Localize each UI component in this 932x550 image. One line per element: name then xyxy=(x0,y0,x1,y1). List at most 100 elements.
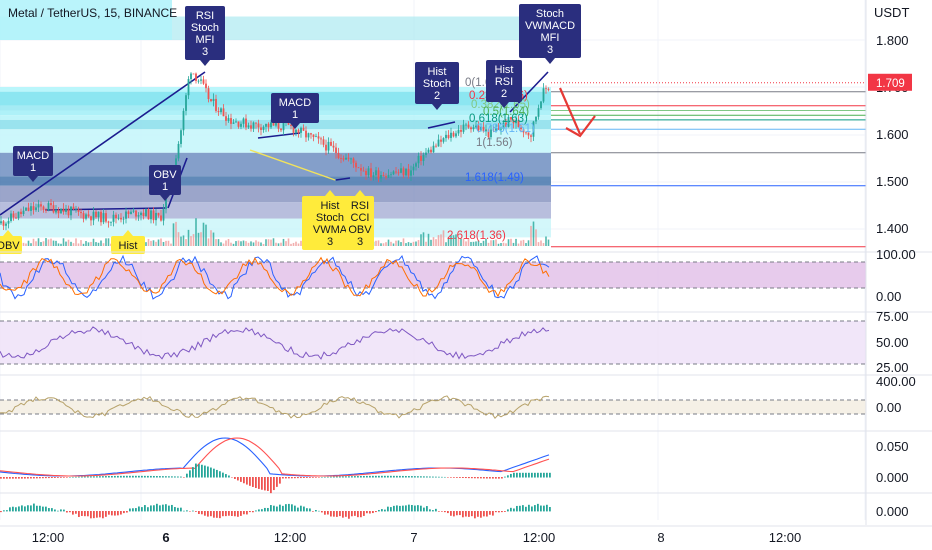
candle-body xyxy=(240,123,242,127)
histogram-bar xyxy=(525,506,527,512)
macd-histogram-bar xyxy=(153,475,155,478)
macd-histogram-bar xyxy=(432,476,434,478)
candle-body xyxy=(515,120,517,124)
candle-body xyxy=(332,145,335,148)
macd-histogram-bar xyxy=(222,472,224,478)
histogram-bar xyxy=(405,505,407,512)
candle-body xyxy=(75,209,77,211)
volume-bar xyxy=(425,241,427,246)
histogram-bar xyxy=(36,505,38,512)
sell-signal: OBV xyxy=(0,230,22,254)
histogram-bar xyxy=(483,511,485,517)
sell-signal-pointer xyxy=(123,230,133,236)
macd-histogram-bar xyxy=(93,476,95,478)
macd-histogram-bar xyxy=(306,477,308,478)
volume-bar xyxy=(217,239,220,246)
macd-histogram-bar xyxy=(39,477,41,479)
candle-body xyxy=(357,167,360,169)
histogram-bar xyxy=(72,511,74,515)
volume-bar xyxy=(47,239,50,246)
macd-histogram-bar xyxy=(276,477,278,487)
volume-bar xyxy=(275,242,277,246)
macd-histogram-bar xyxy=(78,476,80,478)
histogram-bar xyxy=(222,511,224,517)
volume-bar xyxy=(407,242,410,246)
volume-bar xyxy=(455,234,457,246)
histogram-bar xyxy=(375,511,377,513)
sell-signal-box xyxy=(302,196,358,250)
candle-body xyxy=(480,126,482,131)
volume-bar xyxy=(60,243,62,246)
candle-body xyxy=(55,209,57,213)
candle-body xyxy=(217,110,220,113)
volume-bar xyxy=(540,240,542,246)
buy-signal-pointer xyxy=(499,102,509,108)
histogram-bar xyxy=(381,509,383,512)
current-price-tag xyxy=(868,73,912,91)
histogram-bar xyxy=(480,511,482,518)
candle-body xyxy=(467,124,470,128)
macd-histogram-bar xyxy=(411,476,413,478)
histogram-bar xyxy=(192,510,194,512)
histogram-bar xyxy=(411,504,413,512)
histogram-bar xyxy=(297,507,299,512)
histogram-bar xyxy=(270,505,272,512)
sell-signal-pointer xyxy=(325,190,335,196)
candle-body xyxy=(45,209,47,211)
histogram-bar xyxy=(306,508,308,512)
macd-histogram-bar xyxy=(519,472,521,478)
candle-body xyxy=(482,126,485,132)
candle-body xyxy=(322,139,325,145)
macd-histogram-bar xyxy=(96,476,98,478)
volume-bar xyxy=(527,240,530,246)
buy-signal-text: MACD xyxy=(279,97,311,109)
volume-bar xyxy=(155,241,157,246)
volume-bar xyxy=(200,232,202,246)
volume-bar xyxy=(25,243,27,246)
histogram-bar xyxy=(144,505,146,512)
volume-bar xyxy=(22,242,25,246)
macd-histogram-bar xyxy=(549,472,551,478)
candle-body xyxy=(387,174,390,178)
candle-body xyxy=(7,220,10,224)
macd-histogram-bar xyxy=(138,475,140,478)
histogram-bar xyxy=(501,511,503,513)
volume-bar xyxy=(70,241,72,246)
macd-histogram-bar xyxy=(180,476,182,478)
histogram-bar xyxy=(540,505,542,512)
histogram-bar xyxy=(186,510,188,512)
rsi-line xyxy=(0,326,550,360)
macd-histogram-bar xyxy=(198,464,200,478)
candle-body xyxy=(47,203,50,211)
candle-body xyxy=(310,133,312,135)
volume-bar xyxy=(215,239,217,246)
candle-body xyxy=(535,116,537,122)
candle-body xyxy=(175,158,177,169)
rsi-tick-label: 75.00 xyxy=(876,309,909,324)
candle-body xyxy=(297,129,300,133)
candle-body xyxy=(225,116,227,121)
macd-histogram-bar xyxy=(540,472,542,478)
histogram-bar xyxy=(138,506,140,512)
candle-body xyxy=(287,122,290,125)
macd-histogram-bar xyxy=(102,476,104,478)
volume-bar xyxy=(207,238,210,246)
histogram-bar xyxy=(96,511,98,518)
macd-histogram-bar xyxy=(174,476,176,478)
buy-signal-text: MFI xyxy=(196,34,215,46)
macd-histogram-bar xyxy=(507,475,509,478)
histogram-bar xyxy=(252,511,254,513)
volume-bar xyxy=(400,242,402,246)
macd-histogram-bar xyxy=(471,477,473,479)
histogram-bar xyxy=(465,511,467,517)
histogram-bar xyxy=(123,511,125,514)
histogram-bar xyxy=(30,505,32,512)
histogram-bar xyxy=(180,507,182,512)
macd-histogram-bar xyxy=(369,475,371,478)
candle-body xyxy=(397,172,400,174)
candle-body xyxy=(37,204,40,208)
macd-histogram-bar xyxy=(441,476,443,478)
